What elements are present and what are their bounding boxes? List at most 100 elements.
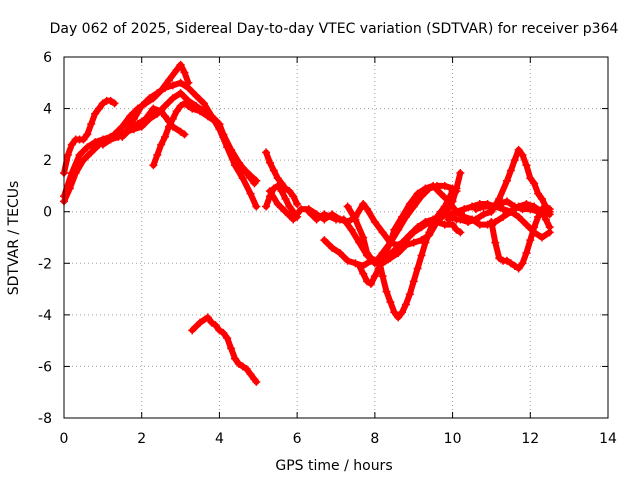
data-point xyxy=(83,143,92,152)
data-point xyxy=(203,112,212,121)
data-point xyxy=(219,328,228,337)
data-point xyxy=(366,279,375,288)
data-point xyxy=(409,277,418,286)
data-point xyxy=(188,104,197,113)
data-point xyxy=(133,120,142,129)
x-tick-label: 14 xyxy=(599,431,617,447)
data-point xyxy=(320,236,329,245)
data-point xyxy=(526,205,535,214)
data-point xyxy=(196,318,204,327)
data-point xyxy=(83,130,92,139)
data-point xyxy=(172,65,181,74)
data-point xyxy=(421,218,430,227)
data-point xyxy=(433,181,442,190)
plot-frame xyxy=(63,56,609,419)
y-tick-label: 6 xyxy=(43,50,52,66)
data-point xyxy=(277,187,286,196)
data-point xyxy=(126,125,135,134)
data-point xyxy=(289,215,298,224)
data-point xyxy=(436,207,445,216)
x-tick-label: 10 xyxy=(444,431,462,447)
x-tick-label: 0 xyxy=(60,431,69,447)
data-point xyxy=(332,215,340,224)
data-point xyxy=(347,225,356,234)
x-tick-label: 2 xyxy=(137,431,146,447)
data-point xyxy=(471,215,480,224)
data-point xyxy=(141,114,150,123)
data-point xyxy=(452,207,461,216)
data-point xyxy=(149,104,158,113)
data-point xyxy=(514,264,523,273)
data-point xyxy=(398,308,407,317)
data-point xyxy=(514,145,523,154)
data-point xyxy=(281,194,290,203)
data-point xyxy=(87,148,96,157)
data-point xyxy=(456,169,465,178)
data-point xyxy=(499,205,508,214)
data-point xyxy=(456,228,465,237)
data-point xyxy=(425,184,434,193)
data-point xyxy=(94,104,103,113)
y-tick-label: -8 xyxy=(38,411,52,427)
data-point xyxy=(157,140,166,149)
x-axis-label: GPS time / hours xyxy=(275,458,392,474)
data-point xyxy=(518,259,527,268)
data-point xyxy=(471,205,480,214)
data-point xyxy=(250,179,259,188)
data-point xyxy=(252,377,261,386)
data-point xyxy=(79,156,88,165)
data-point xyxy=(180,130,189,139)
data-point xyxy=(401,300,410,309)
data-point xyxy=(168,94,177,103)
data-point xyxy=(63,150,72,159)
data-point xyxy=(98,140,107,149)
data-point xyxy=(87,120,96,129)
data-point xyxy=(386,297,395,306)
data-point xyxy=(456,215,465,224)
y-tick-label: 2 xyxy=(43,153,52,169)
data-point xyxy=(514,212,523,221)
data-point xyxy=(510,202,519,211)
data-point xyxy=(285,187,294,196)
x-tick-label: 6 xyxy=(293,431,302,447)
data-point xyxy=(242,169,251,178)
data-point xyxy=(161,132,170,141)
data-point xyxy=(265,158,274,167)
data-point xyxy=(252,202,261,211)
data-point xyxy=(495,199,504,208)
data-point xyxy=(161,112,170,121)
data-point xyxy=(199,99,208,108)
data-point xyxy=(176,60,185,69)
data-point xyxy=(448,220,457,229)
data-point xyxy=(506,207,515,216)
data-point xyxy=(176,89,185,98)
data-point xyxy=(479,202,488,211)
data-point xyxy=(506,166,515,175)
data-point xyxy=(433,212,442,221)
data-point xyxy=(518,205,527,214)
data-point xyxy=(312,215,321,224)
data-point xyxy=(273,181,282,190)
data-point xyxy=(460,205,469,214)
data-point xyxy=(448,187,457,196)
data-point xyxy=(343,256,352,265)
data-point xyxy=(180,68,189,77)
data-point xyxy=(444,194,453,203)
data-point xyxy=(192,91,201,100)
data-point xyxy=(75,150,84,159)
data-point xyxy=(269,166,278,175)
data-point xyxy=(382,287,391,296)
data-point xyxy=(262,202,271,211)
data-point xyxy=(203,313,212,322)
data-point xyxy=(118,132,127,141)
data-point xyxy=(378,272,387,281)
data-point xyxy=(363,248,372,257)
data-point xyxy=(168,114,177,123)
data-point xyxy=(211,117,220,126)
data-point xyxy=(530,179,539,188)
data-point xyxy=(502,176,511,185)
data-point xyxy=(518,150,527,159)
data-point xyxy=(526,174,535,183)
y-tick-label: 4 xyxy=(43,102,52,118)
data-point xyxy=(530,223,539,232)
